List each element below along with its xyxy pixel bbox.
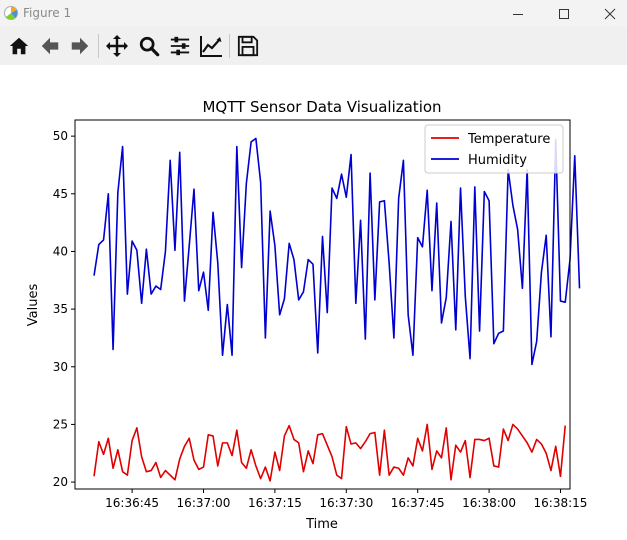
close-icon bbox=[604, 8, 616, 19]
back-arrow-icon bbox=[41, 37, 59, 55]
toolbar-separator bbox=[229, 34, 230, 58]
minimize-icon bbox=[513, 13, 523, 15]
x-tick-label: 16:36:45 bbox=[105, 496, 159, 510]
window-titlebar: Figure 1 bbox=[0, 0, 627, 27]
legend: Temperature Humidity bbox=[424, 124, 564, 174]
x-tick-label: 16:38:15 bbox=[534, 496, 588, 510]
close-button[interactable] bbox=[587, 0, 627, 27]
figure-canvas: MQTT Sensor Data Visualization 16:36:45 1… bbox=[0, 65, 627, 536]
plot-area bbox=[74, 119, 581, 490]
x-axis: 16:36:45 16:37:00 16:37:15 16:37:30 16:37:45… bbox=[105, 489, 587, 510]
minimize-button[interactable] bbox=[495, 0, 541, 27]
y-tick-label: 35 bbox=[53, 302, 68, 316]
legend-label-humidity: Humidity bbox=[468, 153, 527, 168]
series-line-humidity bbox=[93, 137, 581, 366]
x-tick-label: 16:37:45 bbox=[391, 496, 445, 510]
navigation-toolbar bbox=[0, 27, 627, 65]
forward-button[interactable] bbox=[67, 33, 93, 59]
home-icon bbox=[9, 37, 29, 55]
pan-button[interactable] bbox=[104, 33, 130, 59]
subplots-button[interactable] bbox=[167, 33, 193, 59]
matplotlib-icon bbox=[4, 6, 18, 20]
forward-arrow-icon bbox=[71, 37, 89, 55]
y-tick-label: 20 bbox=[53, 475, 68, 489]
x-tick-label: 16:37:30 bbox=[319, 496, 373, 510]
maximize-icon bbox=[559, 8, 569, 19]
y-tick-label: 40 bbox=[53, 244, 68, 258]
edit-axis-button[interactable] bbox=[198, 33, 224, 59]
axes-frame bbox=[74, 119, 571, 490]
home-button[interactable] bbox=[6, 33, 32, 59]
line-chart: MQTT Sensor Data Visualization 16:36:45 1… bbox=[26, 98, 587, 532]
legend-box bbox=[424, 124, 564, 174]
save-button[interactable] bbox=[235, 33, 261, 59]
zoom-button[interactable] bbox=[136, 33, 162, 59]
y-axis: 20 25 30 35 40 45 50 bbox=[53, 129, 75, 489]
y-tick-label: 45 bbox=[53, 187, 68, 201]
toolbar-separator bbox=[98, 34, 99, 58]
y-tick-label: 25 bbox=[53, 417, 68, 431]
x-tick-label: 16:37:00 bbox=[177, 496, 231, 510]
x-tick-label: 16:38:00 bbox=[462, 496, 516, 510]
chart-title: MQTT Sensor Data Visualization bbox=[202, 98, 441, 116]
save-icon bbox=[237, 35, 259, 57]
pan-icon bbox=[106, 35, 128, 57]
x-axis-label: Time bbox=[305, 517, 338, 532]
maximize-button[interactable] bbox=[541, 0, 587, 27]
window-title: Figure 1 bbox=[23, 6, 72, 20]
back-button[interactable] bbox=[37, 33, 63, 59]
y-tick-label: 50 bbox=[53, 129, 68, 143]
series-layer bbox=[93, 137, 581, 482]
y-tick-label: 30 bbox=[53, 360, 68, 374]
x-tick-label: 16:37:15 bbox=[248, 496, 302, 510]
edit-axis-icon bbox=[200, 36, 222, 57]
y-axis-label: Values bbox=[26, 284, 41, 327]
subplots-icon bbox=[170, 36, 190, 56]
series-line-temperature bbox=[93, 423, 567, 482]
legend-label-temperature: Temperature bbox=[467, 132, 550, 147]
zoom-icon bbox=[139, 36, 160, 57]
